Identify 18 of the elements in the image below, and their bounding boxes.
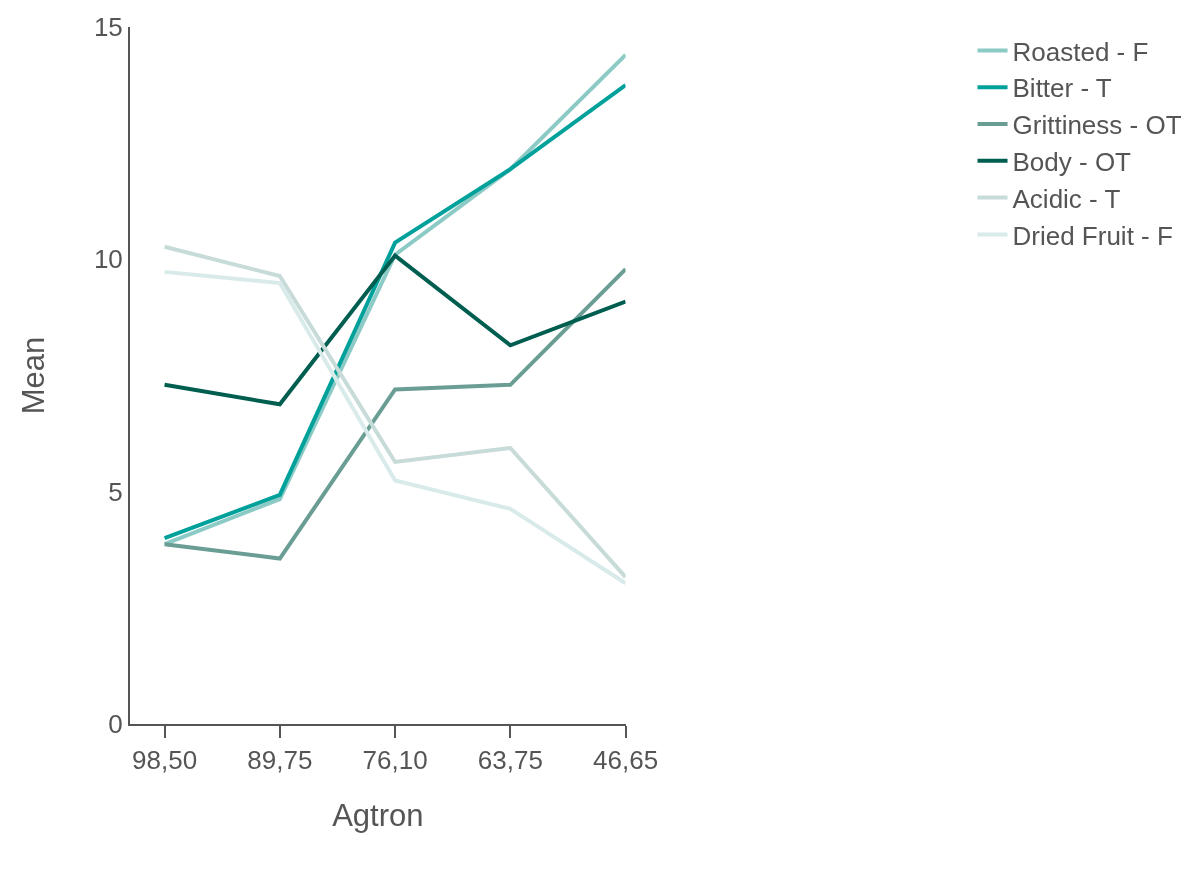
legend-label: Body - OT [1012, 146, 1132, 177]
legend-label: Grittiness - OT [1012, 110, 1182, 141]
x-tick-label: 89,75 [247, 745, 313, 776]
y-axis-title: Mean [16, 336, 52, 415]
y-tick-label: 5 [108, 476, 123, 507]
legend-label: Bitter - T [1012, 73, 1112, 104]
x-axis-title: Agtron [332, 797, 424, 833]
y-tick-label: 15 [93, 12, 123, 43]
legend-label: Dried Fruit - F [1012, 220, 1173, 251]
line-series [162, 253, 626, 407]
x-tick-label: 98,50 [132, 745, 198, 776]
x-tick-label: 46,65 [593, 745, 659, 776]
y-tick-label: 10 [93, 244, 123, 275]
y-tick-label: 0 [108, 709, 123, 740]
legend-label: Roasted - F [1012, 36, 1149, 67]
x-tick-label: 76,10 [362, 745, 428, 776]
legend-label: Acidic - T [1012, 183, 1121, 214]
x-tick-label: 63,75 [477, 745, 543, 776]
